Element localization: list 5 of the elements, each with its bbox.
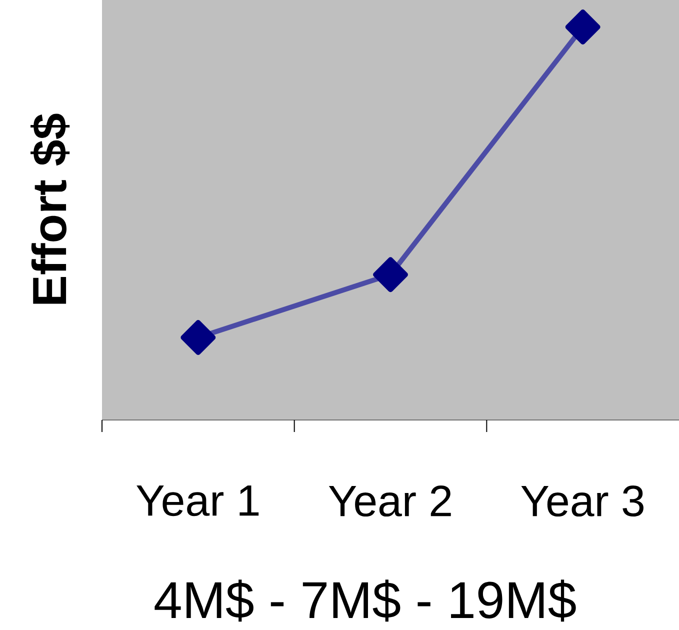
x-tick-label: Year 1 — [136, 486, 259, 516]
x-axis-title: 4M$ - 7M$ - 19M$ — [154, 580, 576, 622]
x-tick-label: Year 3 — [521, 486, 644, 517]
y-axis-title: Effort $$ — [30, 114, 70, 304]
x-tick-label: Year 2 — [328, 486, 451, 517]
